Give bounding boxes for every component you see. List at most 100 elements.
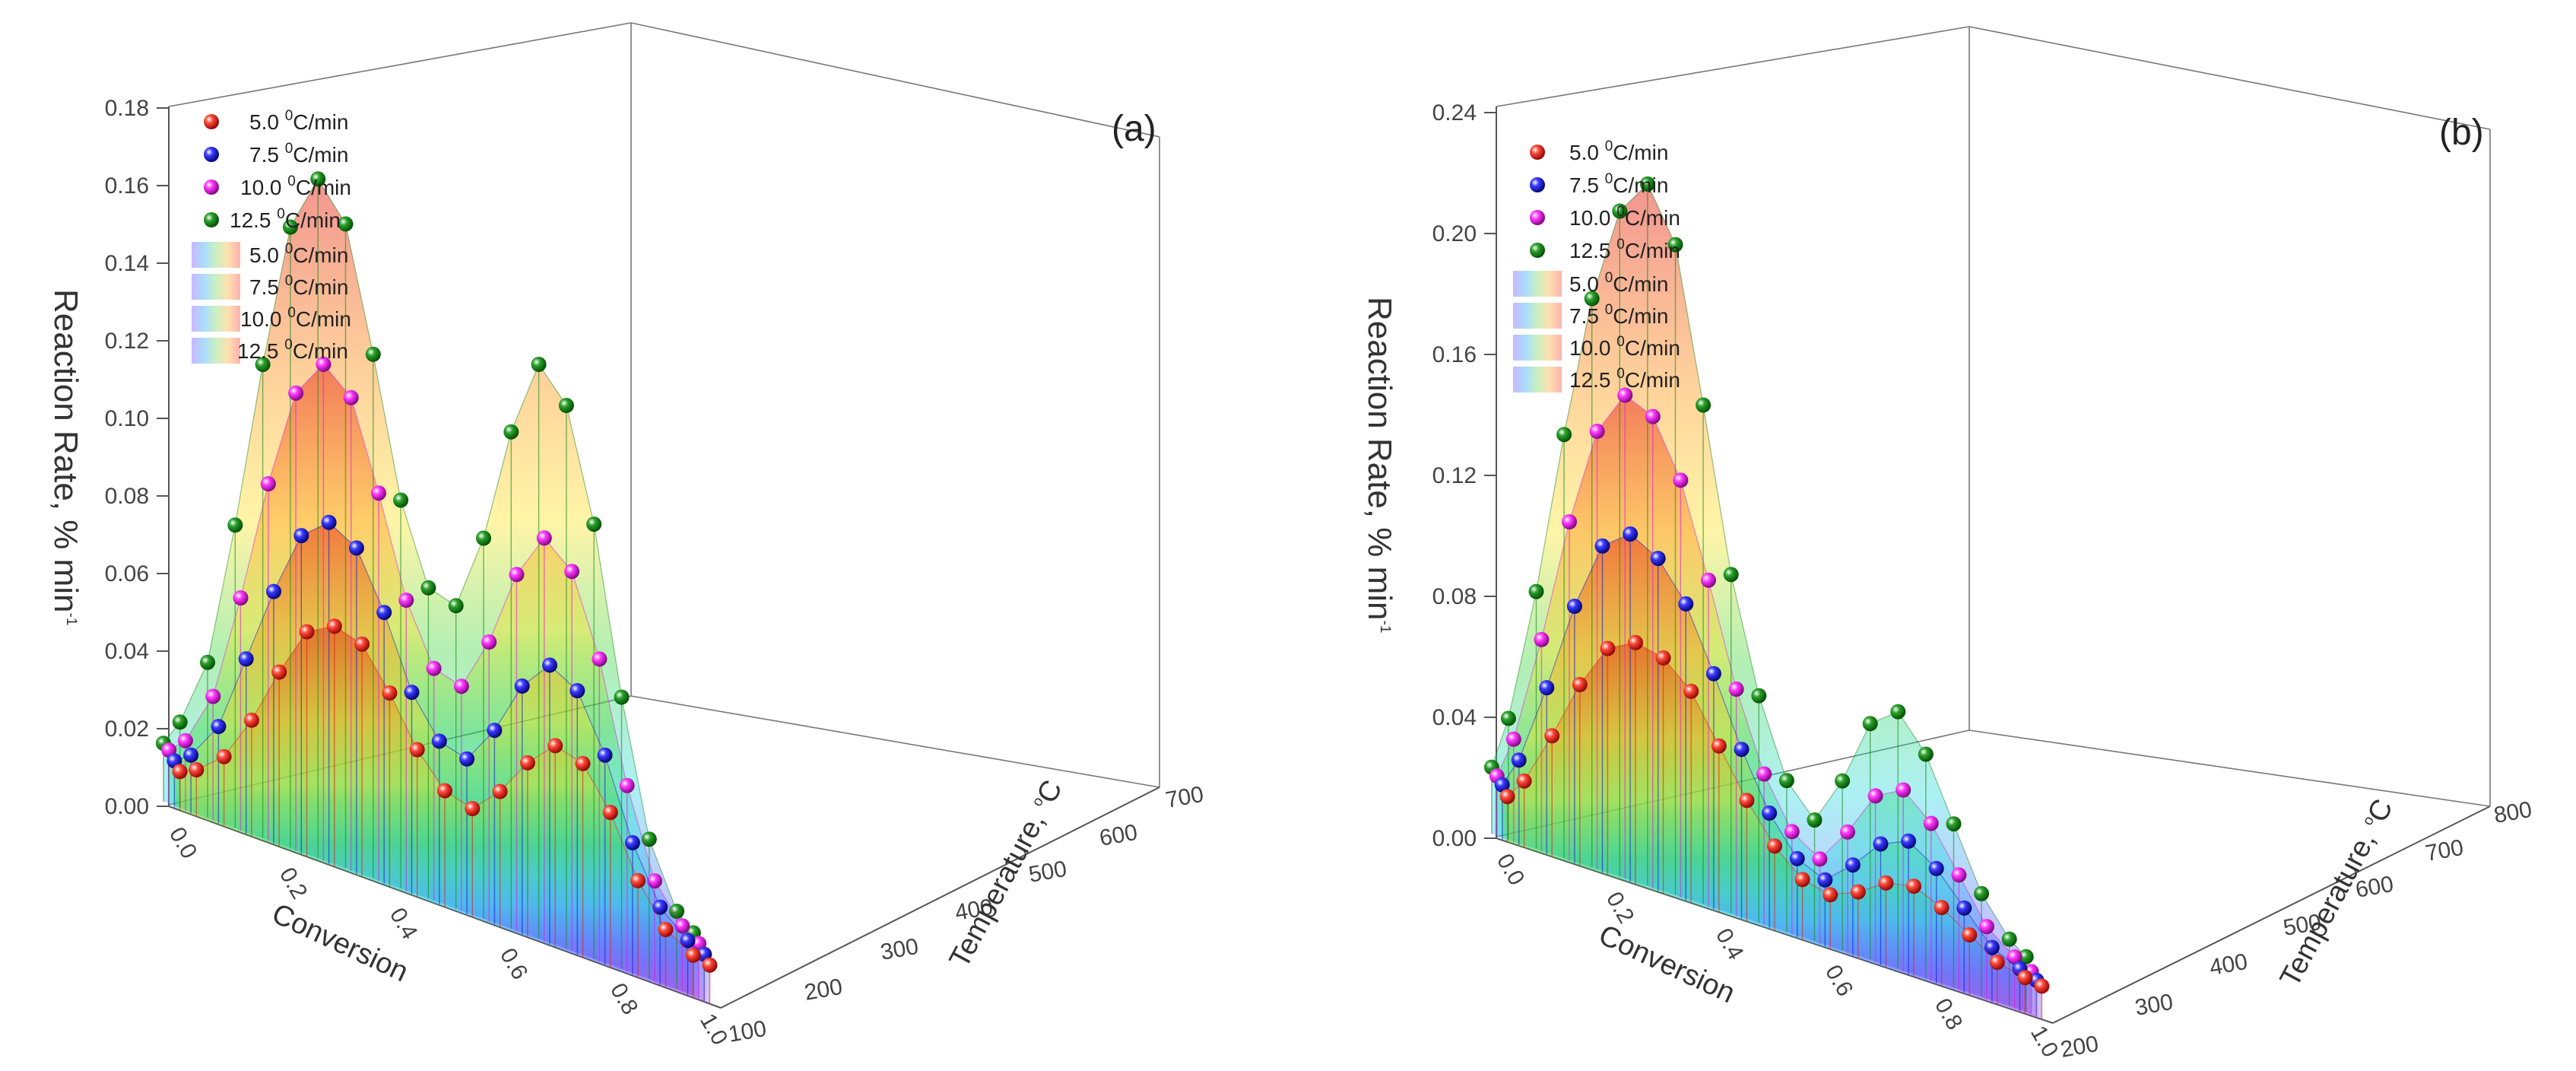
panel-a-point-s3-5 [282,219,298,235]
panel-a-y-tick-1: 0.02 [105,717,149,742]
panel-b-point-s3-8 [1696,397,1712,413]
panel-b-x-tick-0: 0.0 [1492,850,1529,890]
panel-a-y-tick-2: 0.04 [105,639,149,664]
panel-a-label: (a) [1112,109,1156,149]
panel-a-point-s1-16 [597,747,613,763]
panel-b-point-s1-1 [1511,752,1527,768]
legend-surface-swatch-icon [1513,303,1562,329]
panel-a-x-tick-4: 0.8 [605,979,642,1019]
legend-marker-green-icon [204,212,219,227]
panel-a-y-tick-3: 0.06 [105,561,149,586]
legend-surface-swatch-icon [192,274,240,300]
panel-a-x-label: Conversion [267,898,413,988]
panel-b-point-s0-12 [1823,887,1838,903]
panel-b-point-s2-4 [1589,424,1605,439]
panel-a-point-s1-14 [542,657,557,673]
panel-a-legend-surface-0: 5.0 0C/min [249,241,348,267]
panel-b-point-s0-1 [1516,773,1532,789]
panel-b-point-s2-1 [1505,731,1521,747]
panel-a-y-tick-7: 0.14 [105,251,149,276]
panel-b-legend-marker-0: 5.0 0C/min [1569,138,1668,164]
panel-b-legend: 5.0 0C/min 7.5 0C/min 10.0 0C/min 12.5 0… [1513,138,1680,392]
panel-a-point-s2-13 [509,567,525,583]
legend-marker-magenta-icon [204,180,219,195]
panel-a-point-s0-2 [216,748,232,764]
panel-b-point-s2-16 [1923,815,1939,831]
panel-b-point-s1-12 [1817,872,1833,888]
panel-b-point-s3-4 [1584,291,1600,307]
panel-b-point-s3-1 [1500,710,1516,726]
legend-marker-magenta-icon [1530,210,1545,225]
panel-a-point-s1-6 [321,514,337,530]
panel-b-point-s1-16 [1928,860,1944,876]
panel-a: 0.00 0.02 0.04 0.06 0.08 0.10 0.12 0.14 … [47,22,1206,1050]
panel-a-point-s1-4 [266,583,281,599]
panel-b-z-tick-2: 400 [2207,949,2249,980]
panel-b-y-tick-4: 0.16 [1432,342,1477,367]
panel-a-point-s2-10 [426,660,442,676]
panel-a-z-tick-0: 100 [726,1016,768,1047]
panel-b-point-s0-19 [2017,970,2033,986]
panel-a-legend-marker-2: 10.0 0C/min [240,173,351,199]
panel-b-point-s3-5 [1612,203,1628,219]
panel-b-point-s1-0 [1494,777,1510,793]
panel-a-point-s3-3 [227,517,243,533]
panel-a-point-s2-12 [481,634,497,650]
panel-a-point-s3-18 [641,831,657,847]
panel-b-point-s3-11 [1778,773,1794,789]
panel-b-point-s1-11 [1789,850,1805,866]
panel-b-point-s1-8 [1705,666,1721,682]
panel-b-point-s1-18 [1984,939,2000,955]
panel-b-point-s3-9 [1723,567,1739,583]
panel-b-legend-surface-3: 12.5 0C/min [1569,366,1680,392]
panel-a-box [168,22,1160,1009]
panel-a-y-label: Reaction Rate, % min-1 [47,289,84,625]
panel-a-point-s0-20 [702,957,718,973]
panel-a-point-s0-14 [547,738,563,754]
panel-a-point-s2-11 [453,679,469,694]
panel-b-point-s2-12 [1812,851,1828,867]
panel-a-z-ticks: 100 200 300 400 500 600 700 Temperature,… [726,775,1205,1047]
panel-a-point-s3-7 [338,216,354,232]
panel-b-y-ticks: 0.00 0.04 0.08 0.12 0.16 0.20 0.24 [1432,100,1496,851]
panel-a-y-tick-6: 0.12 [105,329,149,354]
panel-a-y-tick-5: 0.10 [105,406,149,431]
panel-b-legend-surface-1: 7.5 0C/min [1569,302,1668,328]
panel-b-z-ticks: 200 300 400 500 600 700 800 Temperature,… [2058,794,2533,1063]
panel-a-point-s0-12 [492,783,508,799]
panel-b-point-s1-9 [1734,742,1750,758]
panel-b-point-s0-10 [1767,838,1782,854]
panel-b-point-s2-7 [1673,472,1689,488]
legend-surface-swatch-icon [192,242,240,268]
panel-a-legend-surface-3: 12.5 0C/min [237,337,348,363]
panel-b-z-tick-6: 800 [2492,797,2533,828]
panel-b-point-s0-4 [1600,640,1616,656]
panel-a-point-s3-15 [558,398,574,413]
panel-a-point-s2-16 [592,651,608,667]
panel-a-point-s1-1 [183,747,199,763]
panel-b-point-s2-15 [1896,782,1911,798]
panel-b-legend-surface-2: 10.0 0C/min [1569,334,1680,360]
panel-b-point-s1-7 [1678,596,1694,612]
panel-b-point-s2-9 [1728,682,1744,697]
panel-b-point-s1-15 [1901,833,1917,849]
panel-a-point-s1-19 [680,933,696,949]
panel-b-point-s2-10 [1756,766,1772,782]
panel-b-y-tick-0: 0.00 [1432,826,1477,851]
legend-marker-red-icon [204,114,219,129]
panel-a-y-tick-4: 0.08 [105,484,149,509]
panel-a-point-s0-8 [382,685,398,701]
panel-b-point-s1-6 [1650,551,1666,567]
legend-surface-swatch-icon [1513,271,1562,297]
panel-b-point-s3-7 [1667,237,1683,253]
panel-b-point-s3-15 [1890,704,1906,720]
panel-a-z-tick-4: 500 [1026,856,1068,888]
panel-a-point-s0-16 [602,805,618,820]
panel-a-legend: 5.0 0C/min 7.5 0C/min 10.0 0C/min 12.5 0… [192,108,351,364]
panel-a-point-s3-9 [393,492,409,508]
panel-b-x-tick-3: 0.6 [1820,961,1857,1001]
panel-b-point-s0-7 [1683,683,1699,699]
panel-b-legend-marker-1: 7.5 0C/min [1569,171,1668,197]
panel-a-z-tick-1: 200 [802,974,844,1006]
panel-b-point-s0-2 [1544,728,1560,744]
